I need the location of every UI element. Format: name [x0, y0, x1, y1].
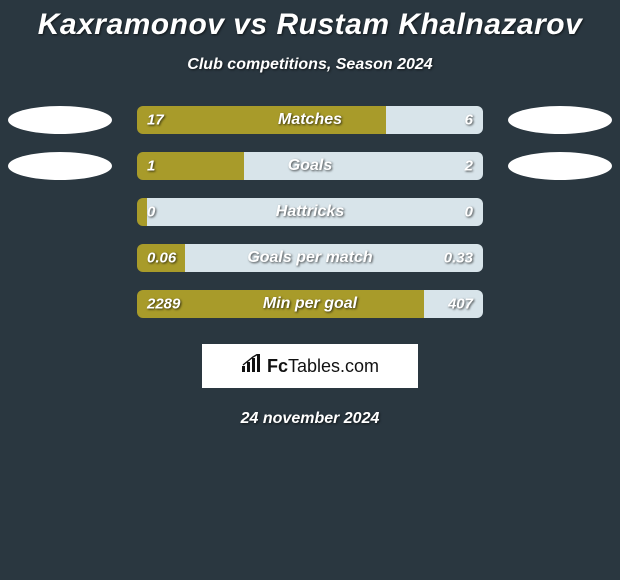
stat-label: Goals — [288, 157, 332, 175]
stat-label: Goals per match — [247, 249, 372, 267]
stat-right-value: 0 — [465, 204, 473, 221]
player-left-marker — [8, 106, 112, 134]
stat-rows: 17 6 Matches 1 2 Goals 0 0 Hattricks 0.06 0.33 Goal… — [0, 106, 620, 318]
stat-left-value: 0 — [147, 204, 155, 221]
snapshot-date: 24 november 2024 — [0, 410, 620, 428]
bar-right-fill — [244, 152, 483, 180]
stat-row: 0 0 Hattricks — [0, 198, 620, 226]
stat-bar: 0.06 0.33 Goals per match — [137, 244, 483, 272]
stat-right-value: 0.33 — [444, 250, 473, 267]
stat-label: Hattricks — [276, 203, 344, 221]
stat-left-value: 0.06 — [147, 250, 176, 267]
stat-bar: 2289 407 Min per goal — [137, 290, 483, 318]
brand-light: Tables.com — [288, 356, 379, 376]
stat-row: 17 6 Matches — [0, 106, 620, 134]
stat-label: Min per goal — [263, 295, 357, 313]
stat-bar: 1 2 Goals — [137, 152, 483, 180]
brand-strong: Fc — [267, 356, 288, 376]
stat-bar: 0 0 Hattricks — [137, 198, 483, 226]
player-left-marker — [8, 152, 112, 180]
stat-left-value: 1 — [147, 158, 155, 175]
comparison-widget: Kaxramonov vs Rustam Khalnazarov Club co… — [0, 0, 620, 428]
stat-bar: 17 6 Matches — [137, 106, 483, 134]
stat-right-value: 407 — [448, 296, 473, 313]
bar-left-fill — [137, 106, 386, 134]
stat-label: Matches — [278, 111, 342, 129]
player-right-marker — [508, 152, 612, 180]
player-right-marker — [508, 106, 612, 134]
page-title: Kaxramonov vs Rustam Khalnazarov — [0, 8, 620, 42]
stat-right-value: 6 — [465, 112, 473, 129]
brand-text: FcTables.com — [267, 356, 379, 377]
stat-row: 2289 407 Min per goal — [0, 290, 620, 318]
stat-right-value: 2 — [465, 158, 473, 175]
bar-left-fill — [137, 198, 147, 226]
brand-badge[interactable]: FcTables.com — [202, 344, 418, 388]
stat-row: 0.06 0.33 Goals per match — [0, 244, 620, 272]
chart-icon — [241, 354, 263, 379]
stat-left-value: 17 — [147, 112, 164, 129]
stat-row: 1 2 Goals — [0, 152, 620, 180]
stat-left-value: 2289 — [147, 296, 180, 313]
subtitle: Club competitions, Season 2024 — [0, 56, 620, 74]
